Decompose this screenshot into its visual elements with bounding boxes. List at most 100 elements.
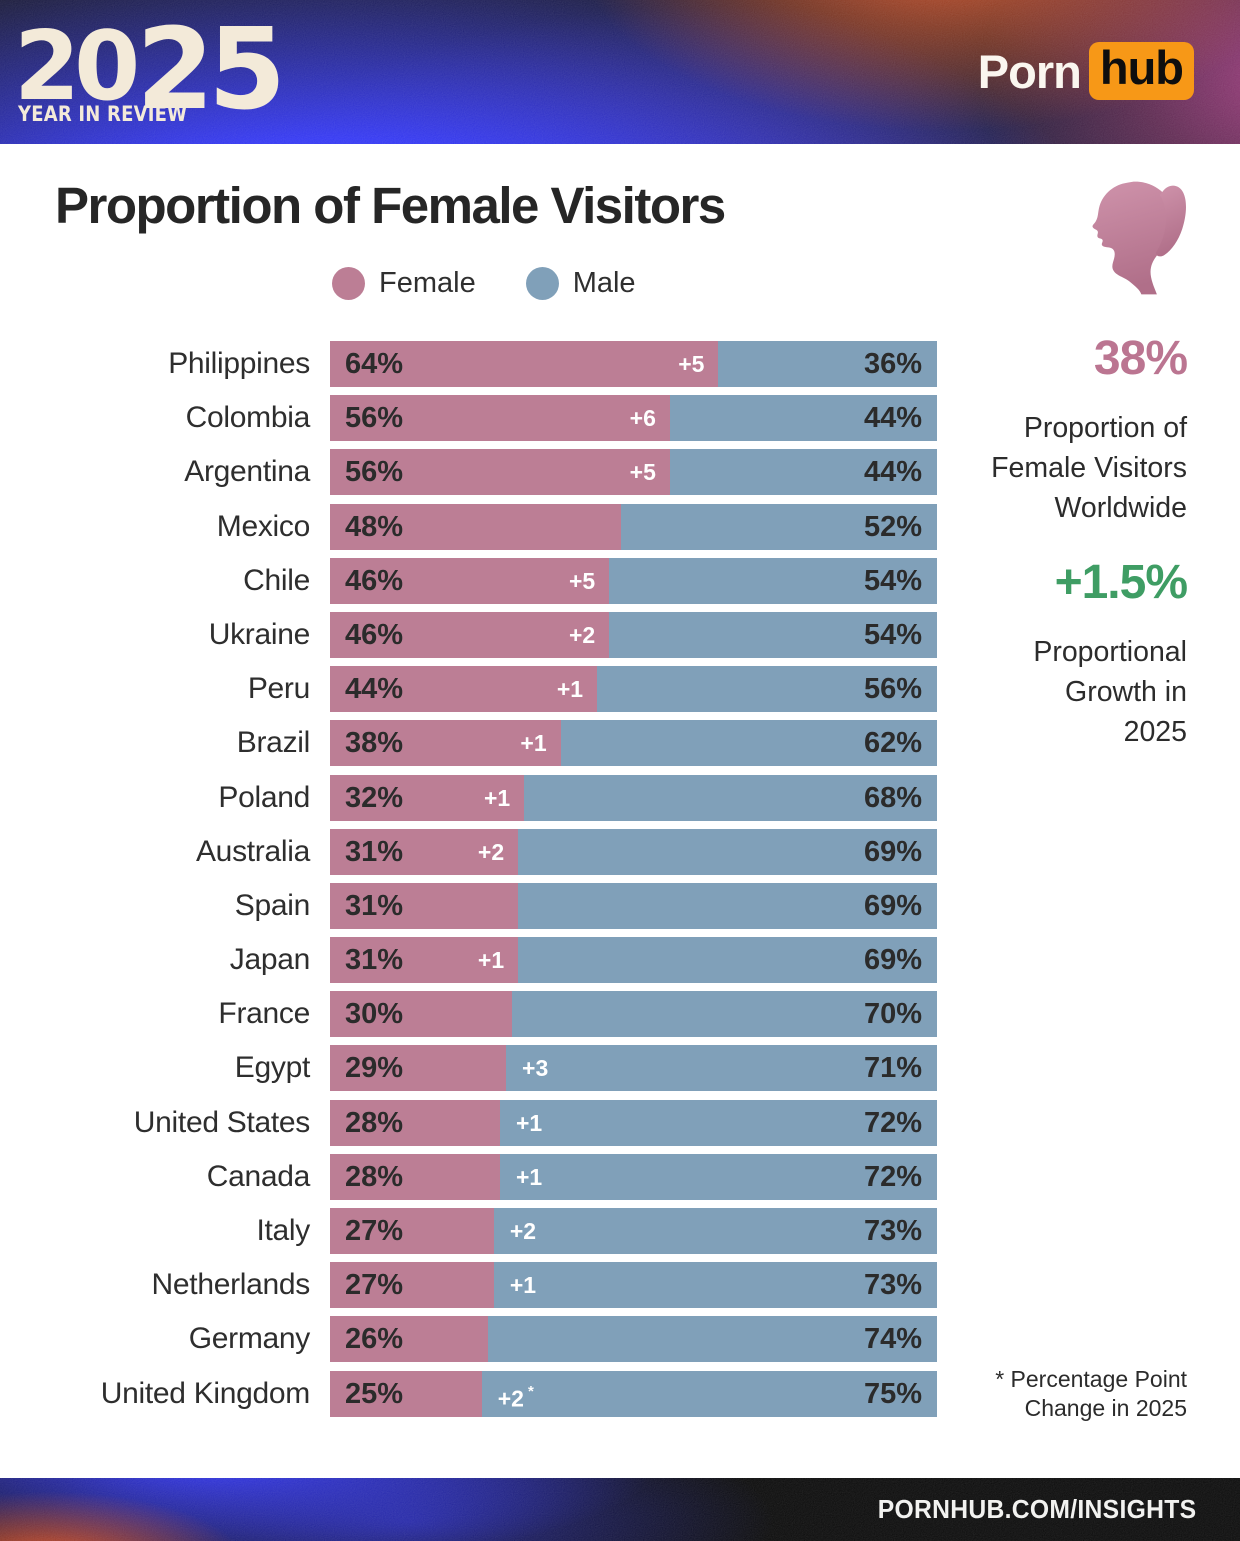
female-bar-segment: [330, 449, 670, 496]
chart-row: Brazil 38% 62% +1: [0, 720, 937, 767]
male-bar-segment: [609, 611, 937, 658]
change-label: +1: [484, 784, 511, 811]
chart-row: Argentina 56% 44% +5: [0, 449, 937, 496]
female-percent-label: 32%: [345, 781, 404, 814]
female-bar-segment: [330, 1262, 494, 1309]
female-percent-label: 26%: [345, 1323, 404, 1356]
chart-row: Germany 26% 74%: [0, 1316, 937, 1363]
country-label: Philippines: [168, 347, 310, 380]
female-bar-segment: [330, 1208, 494, 1254]
chart-row: Philippines 64% 36% +5: [0, 341, 937, 387]
footer-banner: PORNHUB.COM/INSIGHTS: [0, 1478, 1240, 1541]
female-percent-label: 46%: [345, 618, 404, 651]
female-bar-segment: [330, 1153, 500, 1200]
male-percent-label: 62%: [863, 727, 922, 760]
footnote: * Percentage Point Change in 2025: [995, 1366, 1187, 1421]
male-bar-segment: [560, 720, 937, 767]
male-bar-segment: [506, 1045, 937, 1092]
male-bar-segment: [669, 449, 937, 496]
year-logo-subtitle: YEAR IN REVIEW: [18, 102, 188, 128]
change-label: +3: [522, 1055, 549, 1082]
male-percent-label: 71%: [863, 1052, 922, 1085]
female-bar-segment: [330, 828, 519, 875]
legend-item-male: Male: [525, 267, 636, 300]
male-percent-label: 75%: [863, 1377, 922, 1410]
stacked-bar: 25% 75% +2 *: [330, 1370, 937, 1417]
change-label: +2: [568, 621, 596, 648]
male-bar-segment: [718, 341, 937, 387]
female-percent-label: 29%: [345, 1052, 404, 1085]
stacked-bar: 44% 56% +1: [330, 666, 937, 713]
female-bar-segment: [330, 937, 519, 984]
female-bar-segment: [330, 341, 719, 387]
female-bar-segment: [330, 882, 519, 929]
chart-row: Peru 44% 56% +1: [0, 666, 937, 713]
year-in-review-logo: 2025 YEAR IN REVIEW: [14, 6, 286, 127]
legend-item-female: Female: [332, 267, 476, 300]
asterisk-note: *: [527, 1382, 534, 1400]
pornhub-logo-porn: Porn: [977, 44, 1082, 98]
change-label: +6: [629, 405, 656, 432]
male-percent-label: 73%: [863, 1269, 922, 1302]
female-percent-label: 25%: [345, 1377, 404, 1410]
female-bar-segment: [330, 666, 598, 713]
female-percent-label: 28%: [345, 1106, 404, 1139]
female-percent-label: 28%: [345, 1160, 404, 1193]
male-bar-segment: [499, 1153, 937, 1200]
female-head-icon: [1085, 178, 1187, 296]
stacked-bar: 31% 69% +2: [330, 828, 937, 875]
female-percent-label: 64%: [345, 348, 404, 380]
stacked-bar: 31% 69% +1: [330, 937, 937, 984]
male-bar-segment: [487, 1316, 937, 1363]
chart-row: Italy 27% 73% +2: [0, 1208, 937, 1254]
country-label: Netherlands: [151, 1268, 311, 1302]
country-label: United Kingdom: [100, 1376, 311, 1410]
chart-row: Spain 31% 69%: [0, 882, 937, 929]
country-label: Ukraine: [208, 617, 311, 651]
chart-row: Australia 31% 69% +2: [0, 828, 937, 875]
chart-row: Ukraine 46% 54% +2: [0, 611, 937, 658]
growth-stat-label: Proportional Growth in 2025: [1033, 636, 1187, 748]
country-label: Spain: [234, 888, 311, 922]
stacked-bar: 38% 62% +1: [330, 720, 937, 767]
stacked-bar: 26% 74%: [330, 1316, 937, 1363]
male-percent-label: 36%: [863, 348, 922, 380]
chart-row: Mexico 48% 52%: [0, 503, 937, 550]
worldwide-female-stat-label: Proportion of Female Visitors Worldwide: [991, 412, 1187, 524]
chart-row: Egypt 29% 71% +3: [0, 1045, 937, 1092]
chart-row: Colombia 56% 44% +6: [0, 395, 937, 442]
male-bar-segment: [621, 503, 937, 550]
country-label: Egypt: [234, 1051, 311, 1085]
growth-stat: +1.5%: [1054, 556, 1188, 609]
page-title: Proportion of Female Visitors: [55, 177, 726, 234]
legend: Female Male: [332, 267, 636, 300]
stacked-bar: 32% 68% +1: [330, 774, 937, 821]
stacked-bar: 46% 54% +2: [330, 611, 937, 658]
female-bar-segment: [330, 503, 622, 550]
male-percent-label: 54%: [863, 564, 922, 597]
country-label: Germany: [188, 1322, 311, 1356]
female-bar-segment: [330, 774, 525, 821]
male-percent-label: 52%: [863, 510, 922, 543]
stacked-bar: 64% 36% +5: [330, 341, 937, 387]
legend-label-female: Female: [379, 267, 476, 299]
female-percent-label: 31%: [345, 944, 404, 977]
change-label: +1: [477, 947, 505, 974]
stacked-bar: 46% 54% +5: [330, 557, 937, 604]
stacked-bar: 56% 44% +6: [330, 395, 937, 442]
male-percent-label: 68%: [863, 781, 922, 814]
male-percent-label: 70%: [863, 998, 922, 1031]
male-percent-label: 56%: [863, 673, 922, 706]
country-label: Chile: [243, 563, 310, 597]
male-bar-segment: [524, 774, 937, 821]
change-label: +1: [515, 1163, 543, 1190]
male-percent-label: 72%: [863, 1160, 922, 1193]
female-percent-label: 31%: [345, 835, 404, 868]
male-percent-label: 54%: [863, 618, 922, 651]
insights-url: PORNHUB.COM/INSIGHTS: [877, 1494, 1196, 1524]
male-bar-segment: [597, 666, 937, 713]
female-percent-label: 56%: [345, 402, 404, 435]
stacked-bar: 31% 69%: [330, 882, 937, 929]
country-label: Mexico: [216, 509, 311, 543]
chart-row: France 30% 70%: [0, 991, 937, 1038]
